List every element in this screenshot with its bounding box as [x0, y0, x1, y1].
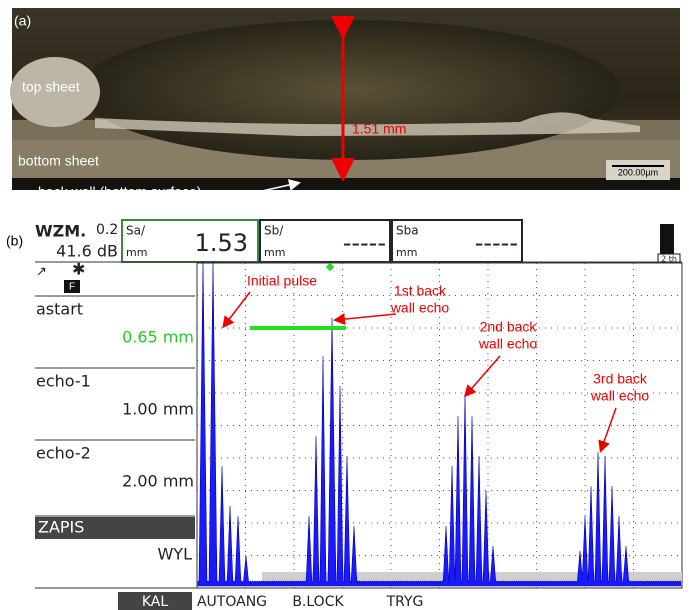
record-label: ZAPIS: [38, 518, 84, 537]
menu-value: 0.65 mm: [122, 328, 194, 347]
flag: F: [69, 282, 75, 293]
readout-value: 1.53: [195, 229, 248, 257]
softkey: TRYG: [386, 594, 424, 610]
micrograph: [10, 8, 680, 190]
battery-label: 2 th: [661, 255, 677, 264]
svg-text:✱: ✱: [72, 260, 85, 279]
readout-value: -----: [475, 229, 518, 257]
battery: [660, 224, 674, 254]
annotation: 1st back: [394, 283, 447, 299]
menu-value: 1.00 mm: [122, 400, 194, 419]
readout-name: Sa/: [126, 224, 146, 238]
label-back-wall: back wall (bottom surface): [38, 184, 201, 200]
scale-bar-label: 200.00µm: [618, 167, 658, 177]
annotation: 3rd back: [593, 371, 648, 387]
panel-label: (b): [6, 233, 23, 249]
thickness-label: 1.51 mm: [352, 121, 406, 137]
mode: WZM.: [35, 222, 86, 241]
annotation: 2nd back: [480, 319, 538, 335]
svg-text:↗: ↗: [36, 265, 47, 280]
softkey: B.LOCK: [292, 594, 344, 610]
softkey: AUTOANG: [197, 594, 267, 610]
arrow: [261, 179, 301, 192]
gate-marker: [325, 262, 335, 272]
menu-label: echo-1: [36, 372, 91, 391]
readout-unit: mm: [264, 246, 285, 259]
readout-name: Sb/: [264, 224, 284, 238]
menu-label: astart: [36, 300, 83, 319]
readout-name: Sba: [396, 224, 419, 238]
annotation: wall echo: [390, 300, 450, 316]
annotation: wall echo: [590, 388, 650, 404]
record-value: WYL: [157, 545, 192, 564]
readout-unit: mm: [396, 246, 417, 259]
menu-value: 2.00 mm: [122, 472, 194, 491]
waveform: [197, 260, 682, 587]
gain-step: 0.2: [96, 222, 118, 238]
label-top-sheet: top sheet: [22, 79, 80, 95]
annotation: Initial pulse: [247, 273, 317, 289]
annotation: wall echo: [478, 336, 538, 352]
readout-value: -----: [343, 229, 386, 257]
gain: 41.6 dB: [56, 242, 118, 261]
panel-label: (a): [14, 13, 31, 29]
label-bottom-sheet: bottom sheet: [18, 153, 99, 169]
readout-unit: mm: [126, 246, 147, 259]
menu-label: echo-2: [36, 444, 91, 463]
softkey: KAL: [142, 594, 169, 610]
menu: ↗ ✱ F: [35, 260, 682, 589]
